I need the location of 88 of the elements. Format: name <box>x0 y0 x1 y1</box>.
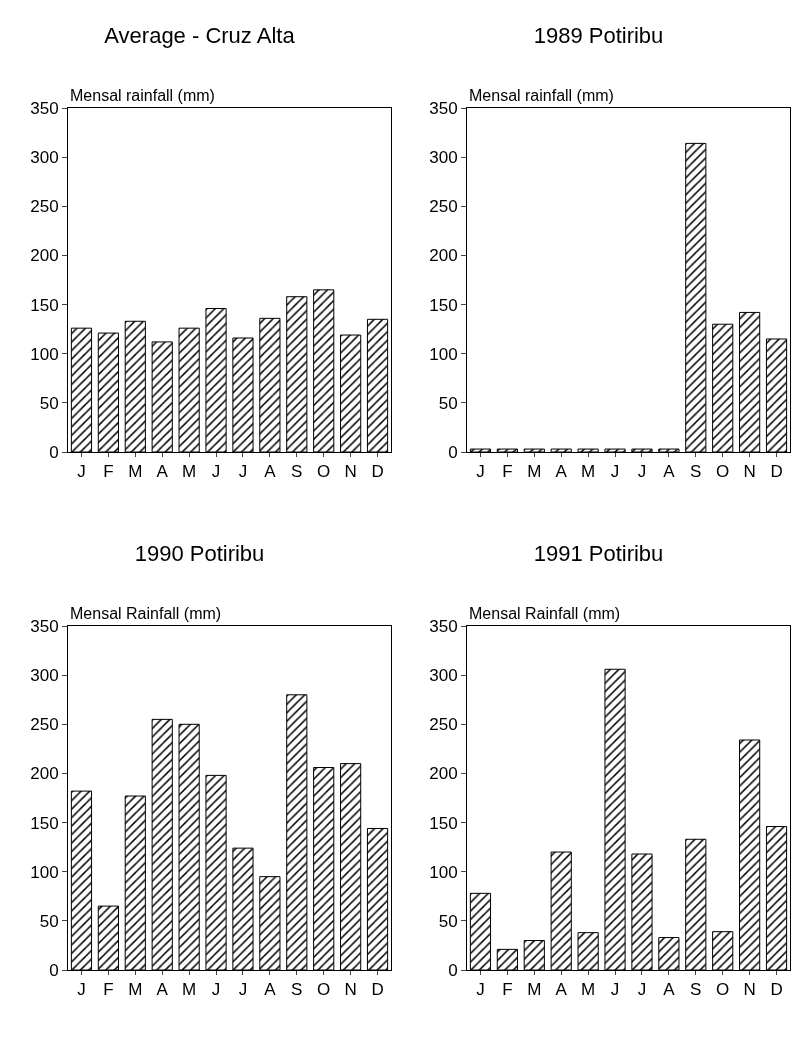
x-tick-label: J <box>77 462 86 482</box>
x-tick-label: M <box>581 462 596 482</box>
x-tick-label: J <box>238 462 248 482</box>
x-tick-label: F <box>502 980 513 1000</box>
y-tick-label: 50 <box>39 393 59 413</box>
y-tick-label: 150 <box>30 295 59 315</box>
y-tick-label: 50 <box>438 393 458 413</box>
y-tick-label: 100 <box>429 344 458 364</box>
x-tick-label: M <box>128 980 143 1000</box>
x-tick-label: M <box>128 462 143 482</box>
y-tick-label: 350 <box>429 616 458 636</box>
x-tick-label: O <box>716 980 730 1000</box>
x-tick-label: A <box>663 980 676 1000</box>
x-tick-label: F <box>103 980 114 1000</box>
y-tick-label: 200 <box>429 246 458 266</box>
y-tick-label: 300 <box>429 148 458 168</box>
y-tick-label: 200 <box>30 764 59 784</box>
chart-title: 1989 Potiribu <box>533 23 664 49</box>
x-tick-label: A <box>663 462 676 482</box>
y-tick-label: 50 <box>438 911 458 931</box>
x-tick-label: S <box>690 462 702 482</box>
y-tick-label: 350 <box>30 616 59 636</box>
y-tick-label: 250 <box>30 715 59 735</box>
x-tick-label: N <box>743 980 756 1000</box>
y-tick-label: 0 <box>448 442 458 462</box>
x-tick-label: M <box>182 980 197 1000</box>
x-tick-label: J <box>476 980 485 1000</box>
x-tick-label: D <box>770 462 783 482</box>
x-tick-label: N <box>743 462 756 482</box>
x-tick-label: M <box>527 462 542 482</box>
y-tick-label: 300 <box>30 148 59 168</box>
x-tick-label: N <box>344 980 357 1000</box>
x-tick-label: O <box>317 980 331 1000</box>
chart-title: 1990 Potiribu <box>134 541 265 567</box>
y-tick-label: 50 <box>39 911 59 931</box>
x-tick-label: S <box>291 462 303 482</box>
x-tick-label: M <box>182 462 197 482</box>
x-tick-label: J <box>610 462 620 482</box>
y-tick-label: 250 <box>429 715 458 735</box>
x-tick-label: O <box>317 462 331 482</box>
y-tick-label: 250 <box>30 197 59 217</box>
x-tick-label: J <box>77 980 86 1000</box>
x-tick-label: A <box>156 980 169 1000</box>
y-tick-label: 200 <box>429 764 458 784</box>
x-tick-label: J <box>637 462 647 482</box>
x-tick-label: J <box>238 980 248 1000</box>
y-tick-label: 300 <box>429 666 458 686</box>
x-tick-label: D <box>770 980 783 1000</box>
y-tick-label: 200 <box>30 246 59 266</box>
x-tick-label: J <box>610 980 620 1000</box>
y-tick-label: 150 <box>429 295 458 315</box>
x-tick-label: J <box>637 980 647 1000</box>
x-tick-label: M <box>527 980 542 1000</box>
y-axis-title: Mensal Rainfall (mm) <box>70 605 222 622</box>
y-tick-label: 250 <box>429 197 458 217</box>
y-tick-label: 100 <box>30 344 59 364</box>
chart-title: 1991 Potiribu <box>533 541 664 567</box>
y-tick-label: 100 <box>30 862 59 882</box>
y-axis-title: Mensal rainfall (mm) <box>70 87 215 104</box>
x-tick-label: A <box>264 980 277 1000</box>
x-tick-label: A <box>156 462 169 482</box>
x-tick-label: N <box>344 462 357 482</box>
chart-title: Average - Cruz Alta <box>104 23 296 49</box>
y-tick-label: 0 <box>448 960 458 980</box>
y-tick-label: 300 <box>30 666 59 686</box>
y-axis-title: Mensal rainfall (mm) <box>469 87 614 104</box>
x-tick-label: F <box>502 462 513 482</box>
x-tick-label: J <box>211 980 221 1000</box>
y-tick-label: 0 <box>49 442 59 462</box>
y-tick-label: 0 <box>49 960 59 980</box>
x-tick-label: J <box>476 462 485 482</box>
x-tick-label: D <box>371 980 384 1000</box>
x-tick-label: O <box>716 462 730 482</box>
y-tick-label: 350 <box>30 98 59 118</box>
x-tick-label: M <box>581 980 596 1000</box>
x-tick-label: F <box>103 462 114 482</box>
x-tick-label: A <box>555 462 568 482</box>
y-tick-label: 150 <box>429 813 458 833</box>
y-axis-title: Mensal Rainfall (mm) <box>469 605 621 622</box>
x-tick-label: A <box>555 980 568 1000</box>
y-tick-label: 350 <box>429 98 458 118</box>
x-tick-label: A <box>264 462 277 482</box>
x-tick-label: S <box>690 980 702 1000</box>
x-tick-label: J <box>211 462 221 482</box>
y-tick-label: 100 <box>429 862 458 882</box>
x-tick-label: D <box>371 462 384 482</box>
x-tick-label: S <box>291 980 303 1000</box>
y-tick-label: 150 <box>30 813 59 833</box>
